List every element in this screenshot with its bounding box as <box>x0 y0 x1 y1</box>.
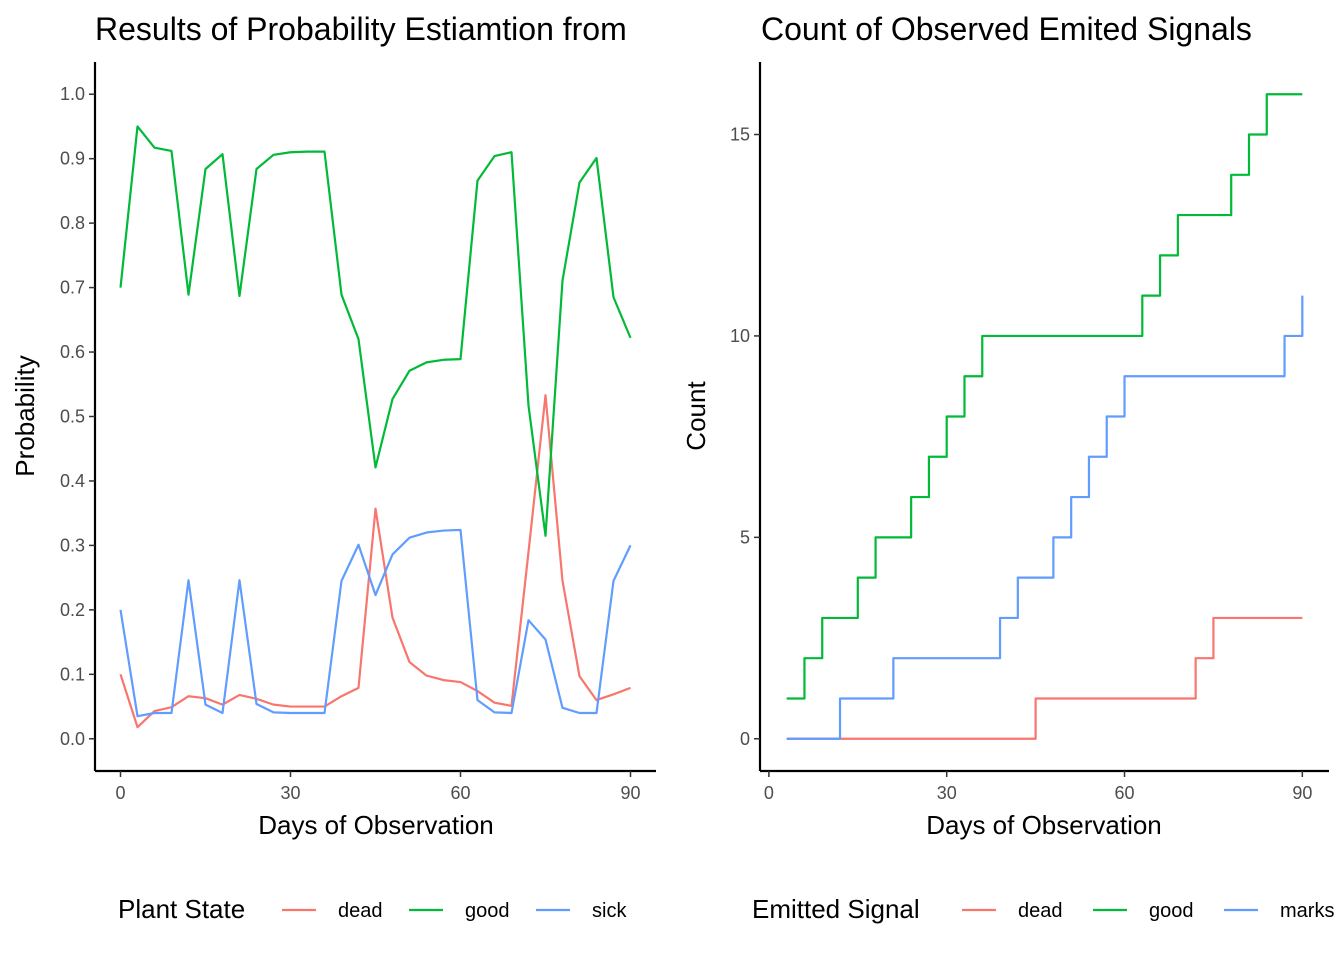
plant-state-legend-title: Plant State <box>118 894 245 924</box>
probability-y-tick-label: 0.5 <box>60 407 85 427</box>
probability-y-tick-label: 0.1 <box>60 664 85 684</box>
probability-x-tick-label: 0 <box>115 783 125 803</box>
count-series-line-dead <box>786 616 1303 740</box>
probability-x-tick-label: 30 <box>280 783 300 803</box>
count-legend-label-good: good <box>1149 900 1194 922</box>
count-chart-title: Count of Observed Emited Signals <box>761 11 1252 47</box>
probability-series-line-sick <box>119 528 632 718</box>
probability-y-tick-label: 0.2 <box>60 600 85 620</box>
count-x-tick-label: 90 <box>1292 783 1312 803</box>
probability-y-tick-label: 0.8 <box>60 213 85 233</box>
count-series-line-good <box>786 93 1303 700</box>
probability-legend-label-sick: sick <box>592 900 627 922</box>
count-y-axis-title: Count <box>681 381 711 451</box>
probability-chart-title: Results of Probability Estiamtion from <box>95 11 627 47</box>
probability-legend-label-good: good <box>465 900 510 922</box>
probability-y-tick-label: 1.0 <box>60 84 85 104</box>
probability-axes: 0.0 0.1 0.2 0.3 0.4 0.5 0.6 0.7 0.8 0.9 1.0 0 30 60 90 <box>60 62 656 803</box>
probability-y-tick-label: 0.6 <box>60 342 85 362</box>
count-lines <box>786 93 1304 740</box>
count-y-tick-label: 5 <box>740 527 750 547</box>
count-y-tick-label: 15 <box>730 125 750 145</box>
count-legend-label-dead: dead <box>1018 900 1063 922</box>
emitted-signal-legend-title: Emitted Signal <box>752 894 920 924</box>
count-series-line-marks <box>786 295 1304 740</box>
probability-lines <box>119 125 632 729</box>
count-x-tick-label: 60 <box>1115 783 1135 803</box>
probability-y-axis-title: Probability <box>10 355 40 476</box>
count-legend-label-marks: marks <box>1280 900 1334 922</box>
count-y-tick-label: 0 <box>740 729 750 749</box>
count-x-tick-label: 30 <box>937 783 957 803</box>
emitted-signal-legend: Emitted Signal dead good marks <box>752 894 1334 924</box>
count-axes: 0 5 10 15 0 30 60 90 <box>730 62 1329 803</box>
count-x-tick-label: 0 <box>764 783 774 803</box>
probability-y-tick-label: 0.7 <box>60 278 85 298</box>
probability-panel: Results of Probability Estiamtion from 0… <box>10 11 656 924</box>
count-x-axis-title: Days of Observation <box>926 810 1162 840</box>
probability-x-tick-label: 90 <box>620 783 640 803</box>
probability-x-tick-label: 60 <box>450 783 470 803</box>
count-panel: Count of Observed Emited Signals 0510150… <box>681 11 1334 924</box>
plant-state-legend: Plant State dead good sick <box>118 894 627 924</box>
probability-y-tick-label: 0.9 <box>60 149 85 169</box>
probability-series-line-good <box>119 125 632 537</box>
probability-y-tick-label: 0.0 <box>60 729 85 749</box>
probability-y-tick-label: 0.4 <box>60 471 85 491</box>
probability-y-tick-label: 0.3 <box>60 535 85 555</box>
count-y-tick-label: 10 <box>730 326 750 346</box>
probability-legend-label-dead: dead <box>338 900 383 922</box>
probability-x-axis-title: Days of Observation <box>258 810 494 840</box>
